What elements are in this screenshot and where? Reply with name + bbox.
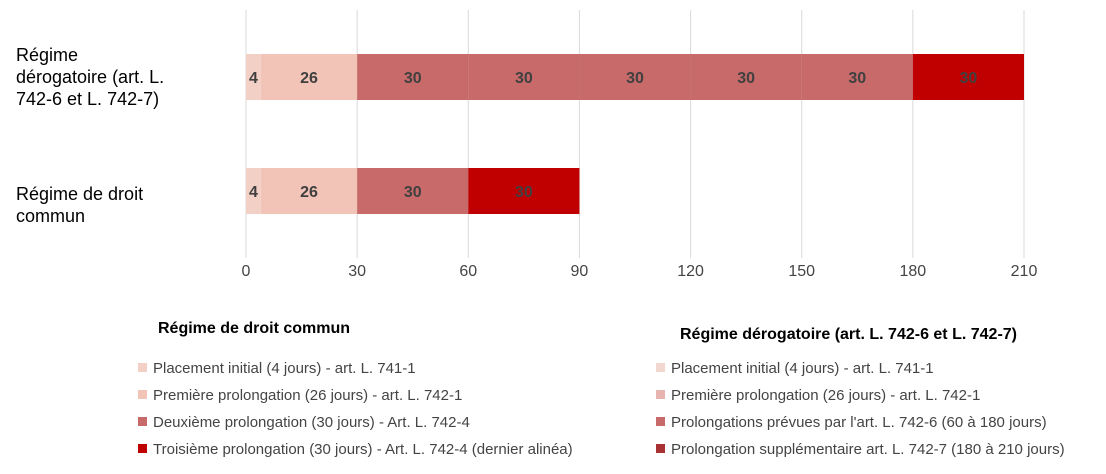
data-label: 30 xyxy=(404,70,422,87)
data-label: 30 xyxy=(737,70,755,87)
bar-segment xyxy=(912,54,1024,100)
data-label: 26 xyxy=(300,184,318,201)
legend-item-label: Prolongation supplémentaire art. L. 742-… xyxy=(671,441,1065,458)
x-tick-label: 0 xyxy=(242,263,251,280)
bar-chart: 0 30 60 90 120 150 180 210 4 26 30 30 30 30 30 30 4 26 30 3… xyxy=(242,10,1038,280)
legend-item: Prolongation supplémentaire art. L. 742-… xyxy=(656,441,1065,459)
legend-item-label: Placement initial (4 jours) - art. L. 74… xyxy=(153,360,416,377)
x-tick-label: 60 xyxy=(459,263,477,280)
legend-item-label: Placement initial (4 jours) - art. L. 74… xyxy=(671,360,934,377)
legend-item-label: Première prolongation (26 jours) - art. … xyxy=(671,387,981,404)
bar-segment xyxy=(246,168,261,214)
legend-item-label: Première prolongation (26 jours) - art. … xyxy=(153,387,463,404)
x-tick-label: 180 xyxy=(900,263,927,280)
bar-segment xyxy=(468,168,580,214)
data-label: 4 xyxy=(249,70,258,87)
bar-segment xyxy=(260,54,358,100)
x-tick-label: 210 xyxy=(1011,263,1038,280)
category-label-droit-commun: Régime de droit commun xyxy=(16,184,144,226)
bar-segment xyxy=(357,54,469,100)
x-tick-label: 120 xyxy=(677,263,704,280)
data-label: 30 xyxy=(848,70,866,87)
legend-title-derogatoire: Régime dérogatoire (art. L. 742-6 et L. … xyxy=(680,326,1017,343)
data-label: 30 xyxy=(515,70,533,87)
legend-item: Première prolongation (26 jours) - art. … xyxy=(656,387,980,405)
legend-item: Première prolongation (26 jours) - art. … xyxy=(138,387,462,405)
legend-item-label: Deuxième prolongation (30 jours) - Art. … xyxy=(153,414,470,431)
legend-item: Troisième prolongation (30 jours) - Art.… xyxy=(138,441,573,459)
bar-segment xyxy=(468,54,580,100)
legend-swatch xyxy=(656,444,665,453)
legend-item: Deuxième prolongation (30 jours) - Art. … xyxy=(138,414,470,432)
bar-segment xyxy=(246,54,261,100)
legend-item: Placement initial (4 jours) - art. L. 74… xyxy=(656,360,934,378)
category-label-derogatoire: Régime dérogatoire (art. L. 742-6 et L. … xyxy=(16,45,165,109)
bar-segment xyxy=(357,168,469,214)
legend-swatch xyxy=(656,417,665,426)
data-label: 30 xyxy=(960,70,978,87)
legend-item: Placement initial (4 jours) - art. L. 74… xyxy=(138,360,416,378)
bar-segment xyxy=(801,54,913,100)
x-tick-label: 90 xyxy=(571,263,589,280)
legend-title-droit-commun: Régime de droit commun xyxy=(158,320,351,337)
x-tick-label: 150 xyxy=(788,263,815,280)
data-label: 30 xyxy=(515,184,533,201)
legend-swatch xyxy=(656,363,665,372)
bar-segment xyxy=(260,168,358,214)
data-label: 30 xyxy=(404,184,422,201)
legend-swatch xyxy=(138,444,147,453)
legend-swatch xyxy=(656,390,665,399)
legend-item: Prolongations prévues par l'art. L. 742-… xyxy=(656,414,1047,432)
legend-swatch xyxy=(138,363,147,372)
x-tick-label: 30 xyxy=(348,263,366,280)
data-label: 26 xyxy=(300,70,318,87)
legend-item-label: Troisième prolongation (30 jours) - Art.… xyxy=(153,441,573,458)
legend-item-label: Prolongations prévues par l'art. L. 742-… xyxy=(671,414,1047,431)
bar-segment xyxy=(579,54,691,100)
data-label: 30 xyxy=(626,70,644,87)
data-label: 4 xyxy=(249,184,258,201)
legend-swatch xyxy=(138,390,147,399)
bar-segment xyxy=(690,54,802,100)
legend-swatch xyxy=(138,417,147,426)
